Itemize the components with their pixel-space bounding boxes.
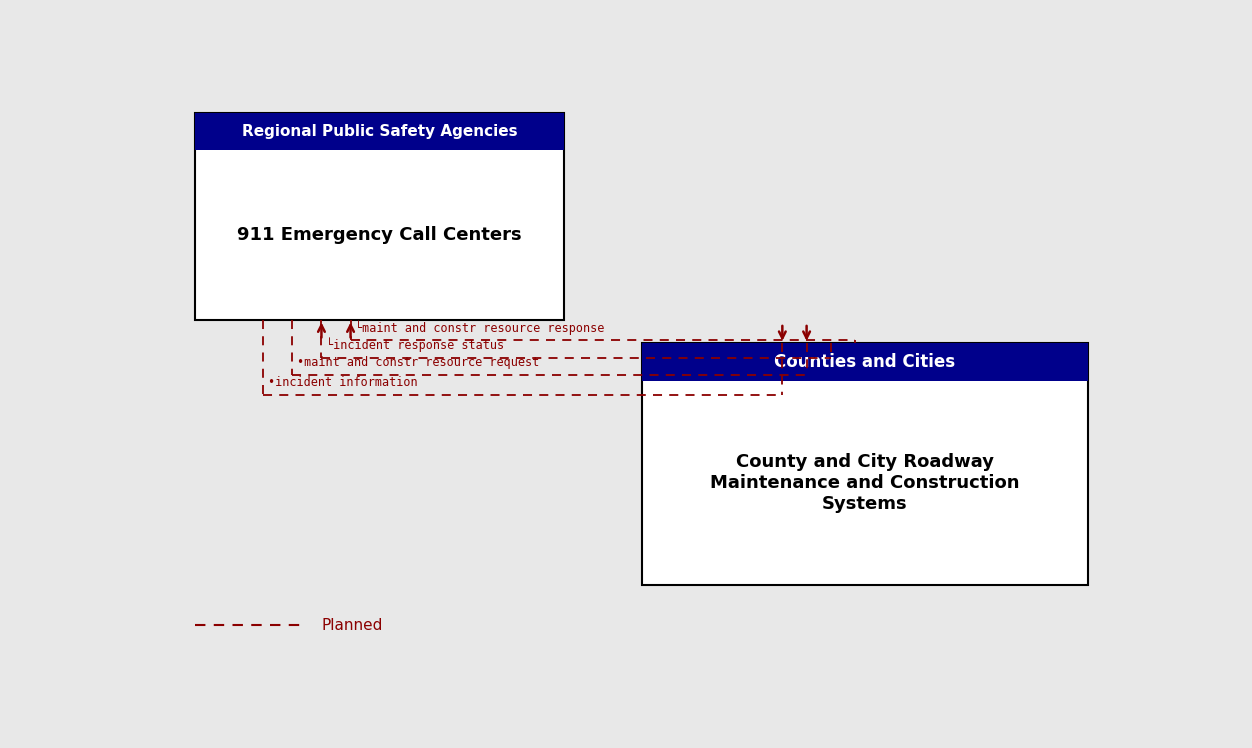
Text: Regional Public Safety Agencies: Regional Public Safety Agencies [242,124,517,139]
Bar [195,113,563,150]
Text: Planned: Planned [322,618,383,633]
Text: └maint and constr resource response: └maint and constr resource response [356,320,605,334]
Text: •maint and constr resource request: •maint and constr resource request [297,356,540,369]
Text: Counties and Cities: Counties and Cities [774,353,955,371]
Text: County and City Roadway
Maintenance and Construction
Systems: County and City Roadway Maintenance and … [710,453,1019,512]
Bar [195,113,563,320]
Bar [641,343,1088,381]
Text: 911 Emergency Call Centers: 911 Emergency Call Centers [238,226,522,244]
Text: └incident response status: └incident response status [327,337,505,352]
Bar [641,343,1088,585]
Text: •incident information: •incident information [268,376,418,389]
